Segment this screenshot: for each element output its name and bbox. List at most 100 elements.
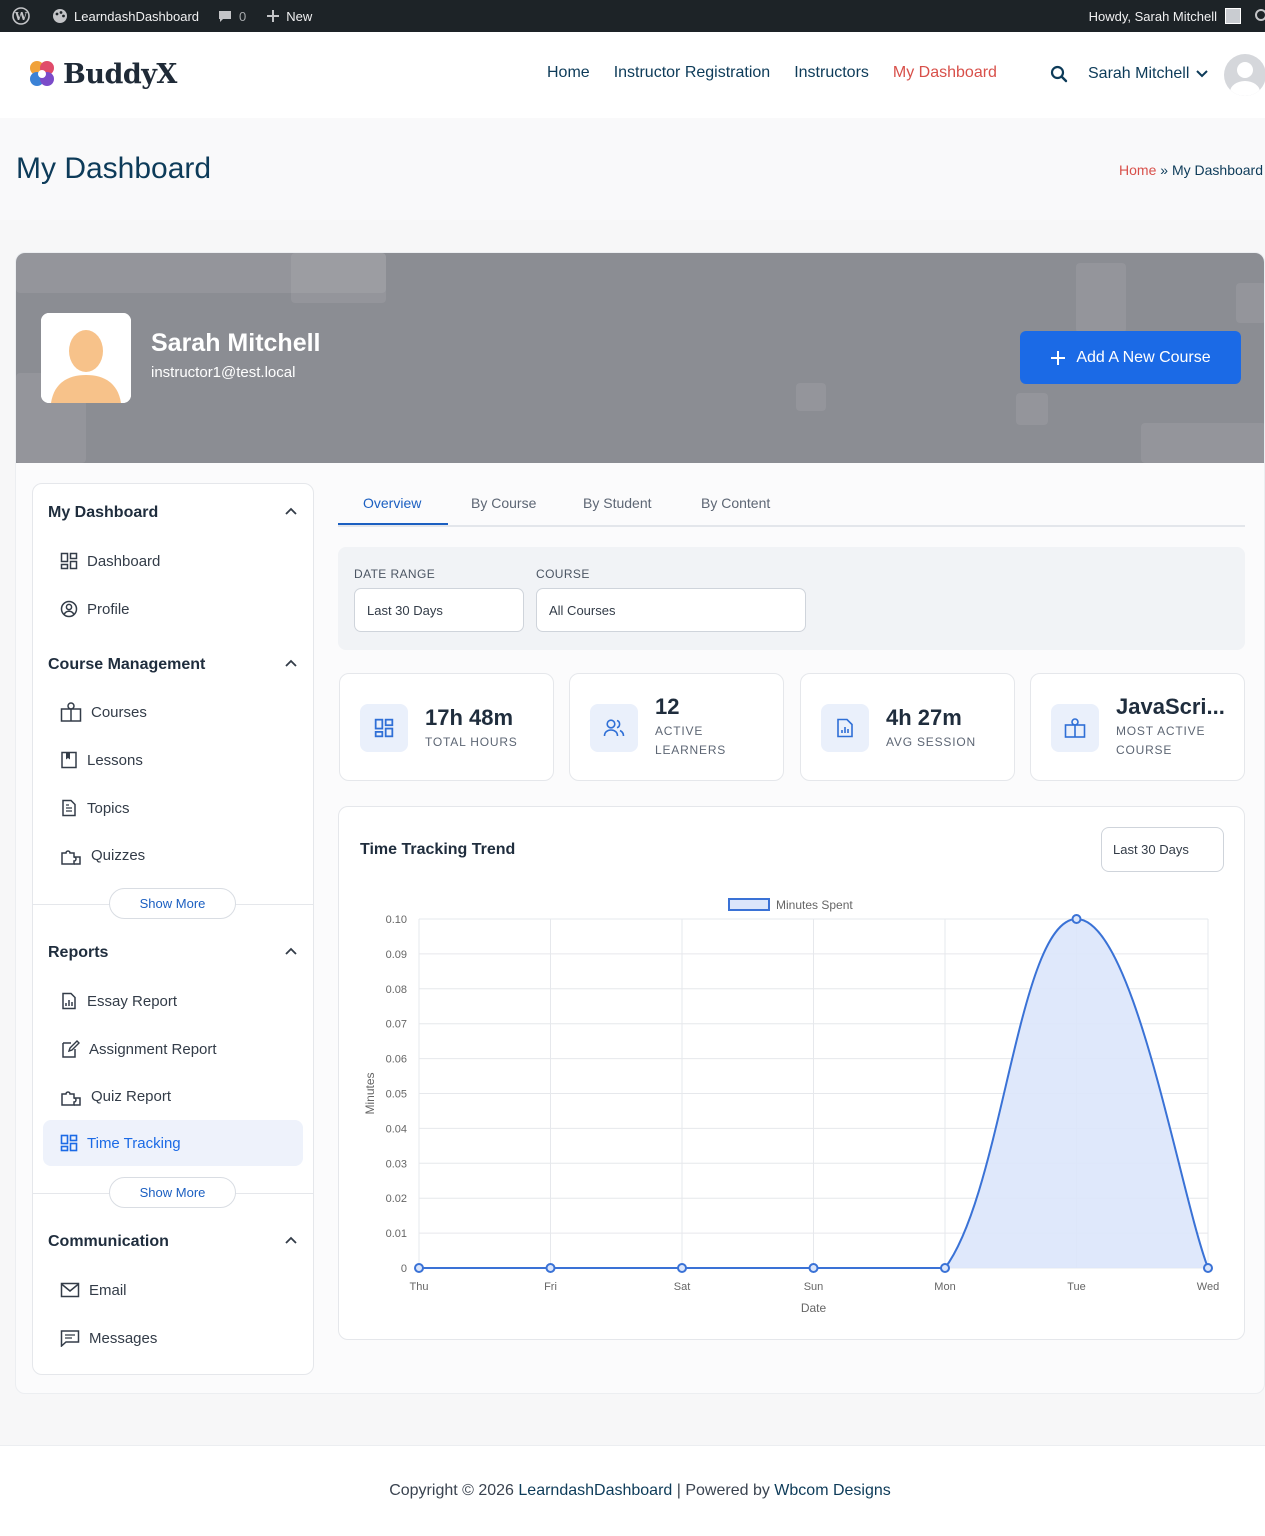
sidebar-item-email[interactable]: Email [60,1278,127,1302]
main-nav: Home Instructor Registration Instructors… [547,64,997,82]
time-tracking-chart-card: 0 0.01 0.02 0.03 0.04 0.05 0.06 0.07 0.08 0.09 0.1… [338,806,1245,1340]
dashboard-icon [60,552,78,570]
svg-text:W: W [14,10,28,23]
footer-copyright: Copyright © 2026 LearndashDashboard | Po… [0,1482,1265,1500]
search-icon[interactable] [1050,65,1068,83]
date-range-select[interactable]: Last 30 Days [354,588,524,632]
stat-card-total-hours: 17h 48m TOTAL HOURS [339,673,554,781]
user-menu[interactable]: Sarah Mitchell [1088,65,1209,83]
sidebar-item-label: Courses [91,703,147,721]
data-point [1203,1263,1213,1273]
chevron-up-icon[interactable] [284,1235,298,1245]
x-tick-label: Fri [544,1281,557,1293]
active-tab-indicator [338,523,448,525]
x-axis-title: Date [801,1301,827,1315]
banner-decoration [291,253,386,303]
page-title-bar: My Dashboard Home » My Dashboard [0,118,1265,220]
series-area [419,919,1208,1268]
report-tabs: Overview By Course By Student By Content [338,483,1245,527]
sidebar-item-courses[interactable]: Courses [60,700,147,724]
sidebar-item-label: Assignment Report [89,1040,217,1058]
sidebar-item-label: Messages [89,1329,158,1347]
messages-icon [60,1330,80,1347]
sidebar-section-my-dashboard[interactable]: My Dashboard [48,504,159,521]
chevron-up-icon[interactable] [284,658,298,668]
email-icon [60,1282,80,1298]
x-tick-label: Wed [1197,1281,1219,1293]
sidebar-item-profile[interactable]: Profile [60,597,130,621]
sidebar-section-course-management[interactable]: Course Management [48,656,206,673]
sidebar-section-reports[interactable]: Reports [48,944,109,961]
chevron-up-icon[interactable] [284,946,298,956]
tab-by-course[interactable]: By Course [471,495,537,511]
date-range-label: DATE RANGE [354,567,436,581]
comment-icon [219,11,232,22]
breadcrumb-home[interactable]: Home [1119,162,1157,178]
footer-site-link[interactable]: LearndashDashboard [518,1482,673,1499]
breadcrumb-separator: » [1160,162,1169,178]
sidebar-item-messages[interactable]: Messages [60,1326,157,1350]
palette-icon [53,9,67,23]
nav-instructor-registration[interactable]: Instructor Registration [613,64,771,81]
admin-bar-site-name: LearndashDashboard [74,8,200,24]
admin-bar-comments[interactable]: 0 [213,0,250,32]
sidebar-item-time-tracking[interactable]: Time Tracking [43,1120,303,1166]
tab-by-student[interactable]: By Student [583,495,652,511]
admin-bar-search-icon[interactable] [1255,9,1265,21]
sidebar-item-essay-report[interactable]: Essay Report [60,989,177,1013]
sidebar-item-label: Quiz Report [91,1087,172,1105]
wordpress-logo-icon[interactable]: W [8,0,34,32]
sidebar-item-lessons[interactable]: Lessons [60,748,143,772]
banner-decoration [796,383,826,411]
nav-my-dashboard[interactable]: My Dashboard [892,64,997,81]
grid-icon [360,704,408,752]
sidebar-section-communication[interactable]: Communication [48,1233,169,1250]
chart-range-select[interactable]: Last 30 Days [1101,827,1224,872]
stat-label: AVG SESSION [886,735,976,749]
y-tick-label: 0.02 [386,1193,407,1205]
sidebar-item-dashboard[interactable]: Dashboard [60,549,160,573]
report-icon [821,704,869,752]
time-tracking-icon [60,1134,78,1152]
admin-bar-avatar [1225,8,1241,24]
tab-by-content[interactable]: By Content [701,495,771,511]
tab-overview[interactable]: Overview [363,495,422,511]
sidebar-item-quizzes[interactable]: Quizzes [60,843,145,867]
report-filters: DATE RANGE Last 30 Days COURSE All Cours… [338,547,1245,650]
chevron-up-icon[interactable] [284,506,298,516]
add-new-course-button[interactable]: Add A New Course [1020,331,1241,384]
x-tick-label: Tue [1067,1281,1086,1293]
data-point [545,1263,556,1273]
admin-bar-site[interactable]: LearndashDashboard [48,0,203,32]
nav-instructors[interactable]: Instructors [794,64,869,81]
nav-home[interactable]: Home [547,64,590,81]
lessons-icon [61,751,77,769]
admin-bar-account[interactable]: Howdy, Sarah Mitchell [1089,0,1241,32]
show-more-button[interactable]: Show More [109,1177,236,1208]
sidebar-item-quiz-report[interactable]: Quiz Report [60,1084,171,1108]
y-tick-label: 0.03 [386,1158,407,1170]
chevron-down-icon [1196,70,1209,78]
stat-value: 17h 48m [425,705,514,730]
footer-company-link[interactable]: Wbcom Designs [774,1482,891,1499]
footer-separator: | Powered by [676,1482,770,1499]
admin-bar-new-label: New [286,8,313,24]
breadcrumb: Home » My Dashboard [1119,162,1263,178]
legend-swatch [728,898,770,911]
dashboard-card: Sarah Mitchell instructor1@test.local Ad… [15,252,1265,1394]
footer-copyright-text: Copyright © 2026 [389,1482,514,1499]
y-tick-label: 0.09 [386,949,407,961]
y-tick-label: 0.04 [386,1123,407,1135]
profile-avatar[interactable] [41,313,131,403]
sidebar-item-assignment-report[interactable]: Assignment Report [60,1037,217,1061]
admin-bar-new[interactable]: New [262,0,316,32]
sidebar-item-topics[interactable]: Topics [60,796,130,820]
buddyx-logo-icon [30,61,54,86]
quizzes-icon [61,850,81,865]
site-logo[interactable]: BuddyX [25,57,177,91]
show-more-button[interactable]: Show More [109,888,236,919]
course-select[interactable]: All Courses [536,588,806,632]
data-point [1071,914,1082,924]
user-avatar[interactable] [1224,54,1265,96]
breadcrumb-current: My Dashboard [1171,162,1263,178]
